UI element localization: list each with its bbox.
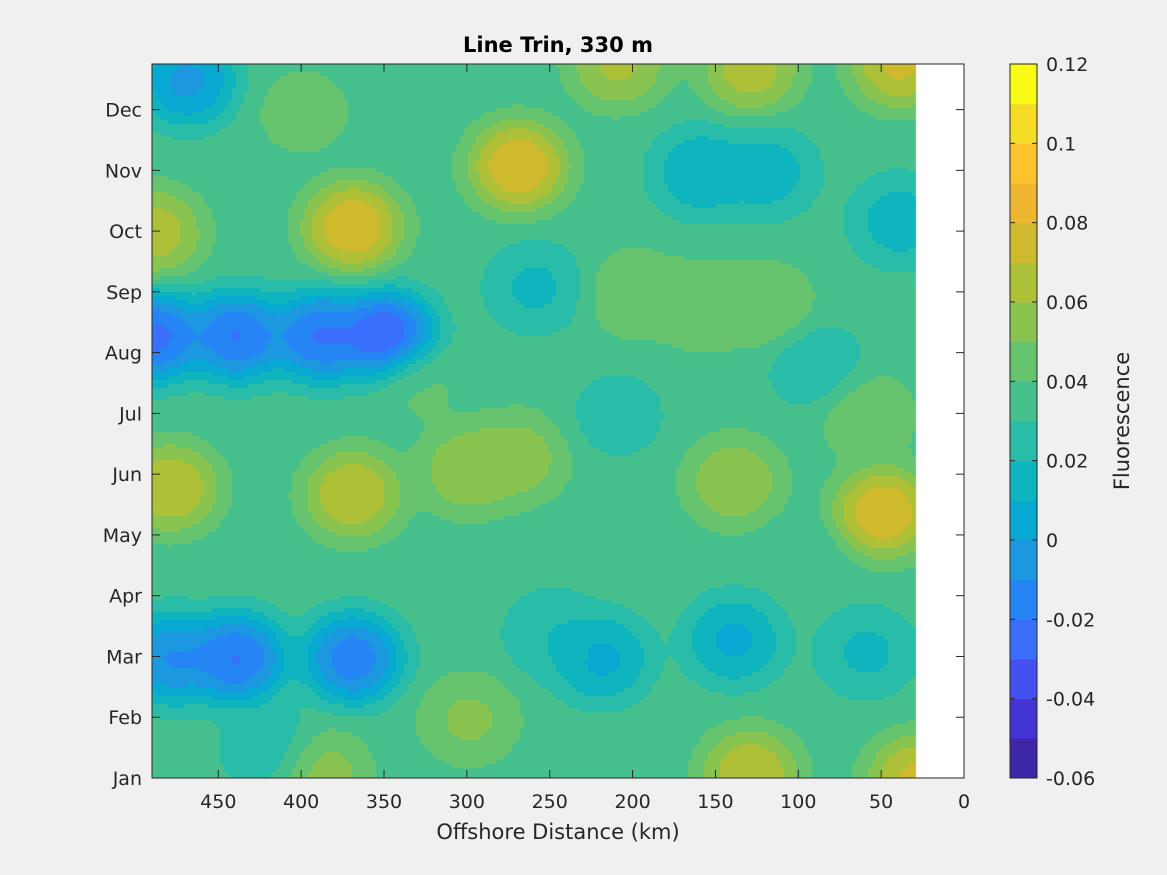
colorbar-tick-label: 0.04 xyxy=(1046,371,1088,393)
colorbar-ticks: 0.12 0.1 0.08 0.06 0.04 0.02 0 -0.02 -0.04 -0.06 xyxy=(1010,54,1095,790)
colorbar-segment xyxy=(1010,421,1037,462)
chart-title: Line Trin, 330 m xyxy=(463,33,653,57)
colorbar-segment xyxy=(1010,460,1037,501)
y-tick-label: Nov xyxy=(105,160,142,182)
y-tick-label: Oct xyxy=(109,221,142,243)
x-tick-label: 50 xyxy=(869,791,893,813)
y-tick-label: Jun xyxy=(111,464,142,486)
colorbar-segment xyxy=(1010,64,1037,105)
colorbar-segment xyxy=(1010,183,1037,224)
contour-field xyxy=(152,64,964,778)
y-tick-label: Sep xyxy=(106,282,142,304)
y-tick-label: Apr xyxy=(109,586,142,608)
colorbar-tick-label: 0.1 xyxy=(1046,133,1076,155)
colorbar-tick-label: -0.06 xyxy=(1046,768,1095,790)
colorbar-segment xyxy=(1010,540,1037,581)
colorbar-segment xyxy=(1010,262,1037,303)
y-tick-label: Feb xyxy=(108,707,142,729)
colorbar-tick-label: 0 xyxy=(1046,530,1058,552)
x-tick-label: 450 xyxy=(200,791,236,813)
x-tick-label: 0 xyxy=(958,791,970,813)
x-tick-label: 100 xyxy=(780,791,816,813)
colorbar-frame xyxy=(1009,63,1038,779)
colorbar-tick-label: 0.02 xyxy=(1046,451,1088,473)
colorbar xyxy=(1010,64,1037,779)
colorbar-label: Fluorescence xyxy=(1110,352,1134,490)
colorbar-tick-label: -0.02 xyxy=(1046,609,1095,631)
y-axis-ticks: Jan Feb Mar Apr May Jun Jul Aug Sep Oct Nov Dec xyxy=(103,100,964,790)
y-tick-label: May xyxy=(103,525,142,547)
plot-frame xyxy=(151,63,965,779)
colorbar-segment xyxy=(1010,103,1037,144)
colorbar-segment xyxy=(1010,381,1037,422)
colorbar-segment xyxy=(1010,698,1037,739)
y-tick-label: Mar xyxy=(106,646,142,668)
colorbar-segment xyxy=(1010,222,1037,263)
colorbar-segment xyxy=(1010,579,1037,620)
colorbar-segment xyxy=(1010,341,1037,382)
colorbar-segment xyxy=(1010,738,1037,779)
colorbar-tick-label: -0.04 xyxy=(1046,689,1095,711)
x-tick-label: 400 xyxy=(283,791,319,813)
y-tick-label: Jan xyxy=(112,768,142,790)
x-axis-label: Offshore Distance (km) xyxy=(436,820,679,844)
x-axis-ticks: 450 400 350 300 250 200 150 100 50 0 xyxy=(200,64,970,813)
y-tick-label: Aug xyxy=(105,343,142,365)
colorbar-tick-label: 0.08 xyxy=(1046,213,1088,235)
colorbar-segment xyxy=(1010,659,1037,700)
x-tick-label: 150 xyxy=(697,791,733,813)
x-tick-label: 250 xyxy=(532,791,568,813)
y-tick-label: Jul xyxy=(118,403,142,425)
colorbar-tick-label: 0.12 xyxy=(1046,54,1088,76)
x-tick-label: 300 xyxy=(449,791,485,813)
colorbar-segment xyxy=(1010,302,1037,343)
y-tick-label: Dec xyxy=(105,100,142,122)
colorbar-segment xyxy=(1010,619,1037,660)
colorbar-segment xyxy=(1010,500,1037,541)
colorbar-tick-label: 0.06 xyxy=(1046,292,1088,314)
x-tick-label: 200 xyxy=(614,791,650,813)
colorbar-segment xyxy=(1010,143,1037,184)
heatmap-canvas xyxy=(152,64,964,778)
x-tick-label: 350 xyxy=(366,791,402,813)
